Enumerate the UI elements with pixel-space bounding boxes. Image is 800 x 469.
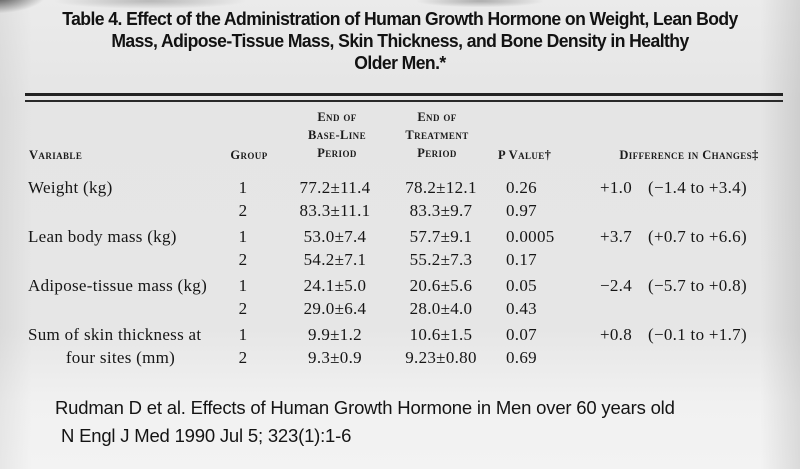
column-header-p-value: P Value† — [498, 148, 552, 162]
treatment-value: 57.7±9.1 — [409, 227, 473, 246]
difference-value: +3.7 — [599, 227, 632, 246]
p-value-cell: 0.05 0.43 — [506, 274, 570, 320]
citation: Rudman D et al. Effects of Human Growth … — [55, 394, 675, 450]
treatment-cell: 10.6±1.5 9.23±0.80 — [382, 323, 500, 369]
confidence-interval: (−0.1 to +1.7) — [648, 325, 747, 344]
variable-label-line1: Adipose-tissue mass (kg) — [28, 276, 208, 295]
p-value-cell: 0.26 0.97 — [506, 176, 570, 222]
variable-label: Sum of skin thickness at four sites (mm) — [28, 323, 213, 369]
baseline-value: 9.9±1.2 — [308, 325, 362, 344]
p-value-cell: 0.0005 0.17 — [506, 225, 570, 271]
baseline-value: 9.3±0.9 — [308, 348, 362, 367]
baseline-value: 77.2±11.4 — [299, 178, 371, 197]
baseline-value: 83.3±11.1 — [299, 201, 371, 220]
difference-value: +1.0 — [599, 178, 632, 197]
p-value: 0.69 — [506, 348, 537, 367]
baseline-value: 29.0±6.4 — [303, 299, 367, 318]
confidence-interval: (−1.4 to +3.4) — [648, 178, 747, 197]
variable-label-line2: four sites (mm) — [65, 348, 176, 367]
table-row-adipose-tissue-mass: Adipose-tissue mass (kg) 1 2 24.1±5.0 29… — [0, 274, 800, 320]
citation-line1: Rudman D et al. Effects of Human Growth … — [55, 397, 675, 418]
baseline-value: 53.0±7.4 — [303, 227, 367, 246]
treatment-value: 9.23±0.80 — [405, 348, 477, 367]
confidence-interval: (+0.7 to +6.6) — [648, 227, 747, 246]
p-value: 0.07 — [506, 325, 537, 344]
baseline-value: 54.2±7.1 — [303, 250, 367, 269]
group-number: 2 — [238, 250, 248, 269]
table-top-rule — [25, 93, 783, 102]
treatment-value: 78.2±12.1 — [405, 178, 477, 197]
table-row-skin-thickness: Sum of skin thickness at four sites (mm)… — [0, 323, 800, 369]
baseline-cell: 77.2±11.4 83.3±11.1 — [276, 176, 394, 222]
group-number: 2 — [238, 201, 248, 220]
variable-label: Adipose-tissue mass (kg) — [28, 274, 213, 297]
table-title-line-3: Older Men.* — [354, 52, 446, 73]
column-header-variable: Variable — [29, 148, 83, 162]
table-title-line-1: Table 4. Effect of the Administration of… — [62, 8, 738, 29]
treatment-value: 28.0±4.0 — [409, 299, 473, 318]
group-cell: 1 2 — [226, 274, 260, 320]
group-cell: 1 2 — [226, 323, 260, 369]
column-header-treatment-period: End of Treatment Period — [405, 110, 469, 160]
p-value: 0.17 — [506, 250, 537, 269]
group-number: 1 — [238, 276, 248, 295]
p-value: 0.97 — [506, 201, 537, 220]
group-number: 1 — [238, 178, 248, 197]
table-title: Table 4. Effect of the Administration of… — [20, 8, 780, 74]
treatment-cell: 20.6±5.6 28.0±4.0 — [382, 274, 500, 320]
table-title-line-2: Mass, Adipose-Tissue Mass, Skin Thicknes… — [111, 30, 689, 51]
treatment-value: 55.2±7.3 — [409, 250, 473, 269]
variable-label: Lean body mass (kg) — [28, 225, 213, 248]
variable-label-line1: Sum of skin thickness at — [28, 325, 202, 344]
group-number: 1 — [238, 227, 248, 246]
table-row-lean-body-mass: Lean body mass (kg) 1 2 53.0±7.4 54.2±7.… — [0, 225, 800, 271]
treatment-value: 10.6±1.5 — [409, 325, 473, 344]
difference-value: +0.8 — [599, 325, 632, 344]
group-cell: 1 2 — [226, 176, 260, 222]
baseline-value: 24.1±5.0 — [303, 276, 367, 295]
table-body: Weight (kg) 1 2 77.2±11.4 83.3±11.1 78.2… — [0, 176, 800, 372]
difference-value: −2.4 — [599, 276, 632, 295]
group-cell: 1 2 — [226, 225, 260, 271]
variable-label-line1: Lean body mass (kg) — [28, 227, 177, 246]
p-value: 0.43 — [506, 299, 537, 318]
variable-label: Weight (kg) — [28, 176, 213, 199]
variable-label-line1: Weight (kg) — [28, 178, 113, 197]
p-value: 0.0005 — [506, 227, 555, 246]
group-number: 2 — [238, 299, 248, 318]
baseline-cell: 9.9±1.2 9.3±0.9 — [276, 323, 394, 369]
treatment-value: 83.3±9.7 — [409, 201, 473, 220]
treatment-value: 20.6±5.6 — [409, 276, 473, 295]
treatment-cell: 57.7±9.1 55.2±7.3 — [382, 225, 500, 271]
column-header-group: Group — [230, 148, 268, 162]
p-value: 0.26 — [506, 178, 537, 197]
column-header-difference-in-changes: Difference in Changes‡ — [619, 148, 759, 162]
citation-line2: N Engl J Med 1990 Jul 5; 323(1):1-6 — [61, 425, 352, 446]
group-number: 1 — [238, 325, 248, 344]
baseline-cell: 53.0±7.4 54.2±7.1 — [276, 225, 394, 271]
treatment-cell: 78.2±12.1 83.3±9.7 — [382, 176, 500, 222]
p-value: 0.05 — [506, 276, 537, 295]
confidence-interval: (−5.7 to +0.8) — [648, 276, 747, 295]
p-value-cell: 0.07 0.69 — [506, 323, 570, 369]
table-row-weight: Weight (kg) 1 2 77.2±11.4 83.3±11.1 78.2… — [0, 176, 800, 222]
baseline-cell: 24.1±5.0 29.0±6.4 — [276, 274, 394, 320]
column-header-baseline-period: End of Base-Line Period — [308, 110, 366, 160]
group-number: 2 — [238, 348, 248, 367]
